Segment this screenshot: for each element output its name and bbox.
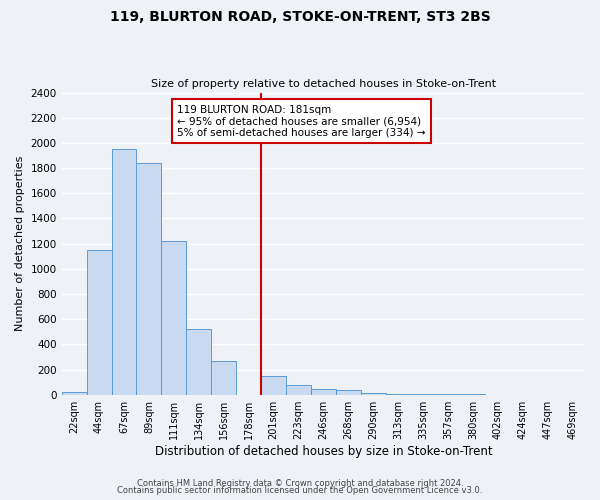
Bar	[336, 390, 361, 394]
Bar	[361, 393, 386, 394]
Bar	[311, 388, 336, 394]
Bar	[62, 392, 86, 394]
Title: Size of property relative to detached houses in Stoke-on-Trent: Size of property relative to detached ho…	[151, 79, 496, 89]
Bar	[261, 376, 286, 394]
Y-axis label: Number of detached properties: Number of detached properties	[15, 156, 25, 332]
Text: 119 BLURTON ROAD: 181sqm
← 95% of detached houses are smaller (6,954)
5% of semi: 119 BLURTON ROAD: 181sqm ← 95% of detach…	[177, 104, 425, 138]
Bar	[286, 386, 311, 394]
Bar	[186, 329, 211, 394]
Text: Contains public sector information licensed under the Open Government Licence v3: Contains public sector information licen…	[118, 486, 482, 495]
Text: 119, BLURTON ROAD, STOKE-ON-TRENT, ST3 2BS: 119, BLURTON ROAD, STOKE-ON-TRENT, ST3 2…	[110, 10, 490, 24]
X-axis label: Distribution of detached houses by size in Stoke-on-Trent: Distribution of detached houses by size …	[155, 444, 492, 458]
Bar	[136, 163, 161, 394]
Bar	[161, 241, 186, 394]
Text: Contains HM Land Registry data © Crown copyright and database right 2024.: Contains HM Land Registry data © Crown c…	[137, 478, 463, 488]
Bar	[86, 250, 112, 394]
Bar	[112, 149, 136, 394]
Bar	[211, 360, 236, 394]
